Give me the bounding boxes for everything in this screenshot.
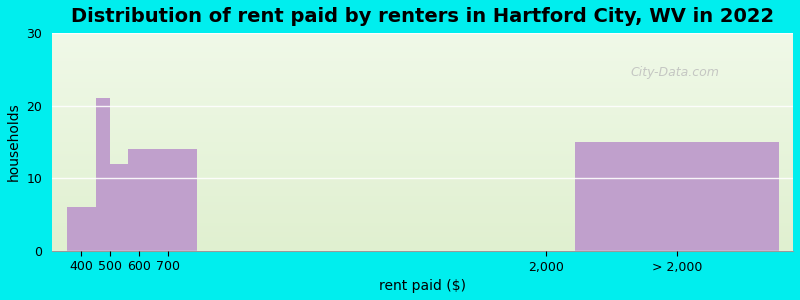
Title: Distribution of rent paid by renters in Hartford City, WV in 2022: Distribution of rent paid by renters in … <box>71 7 774 26</box>
Bar <box>575 142 778 251</box>
Bar <box>66 207 96 251</box>
Bar <box>128 149 198 251</box>
Text: City-Data.com: City-Data.com <box>630 66 719 79</box>
Bar <box>96 98 110 251</box>
X-axis label: rent paid ($): rent paid ($) <box>379 279 466 293</box>
Bar <box>110 164 128 251</box>
Y-axis label: households: households <box>7 103 21 181</box>
